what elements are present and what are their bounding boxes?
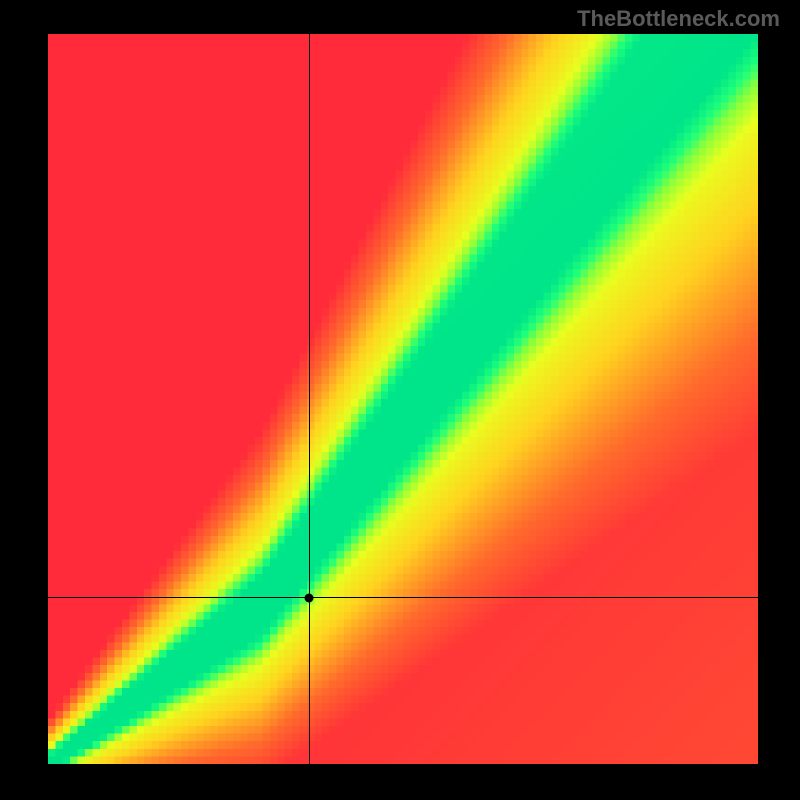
watermark-text: TheBottleneck.com bbox=[577, 6, 780, 32]
crosshair-horizontal bbox=[48, 597, 758, 598]
heatmap-plot bbox=[48, 34, 758, 764]
chart-container: { "watermark": { "text": "TheBottleneck.… bbox=[0, 0, 800, 800]
crosshair-vertical bbox=[309, 34, 310, 764]
marker-dot bbox=[305, 593, 314, 602]
